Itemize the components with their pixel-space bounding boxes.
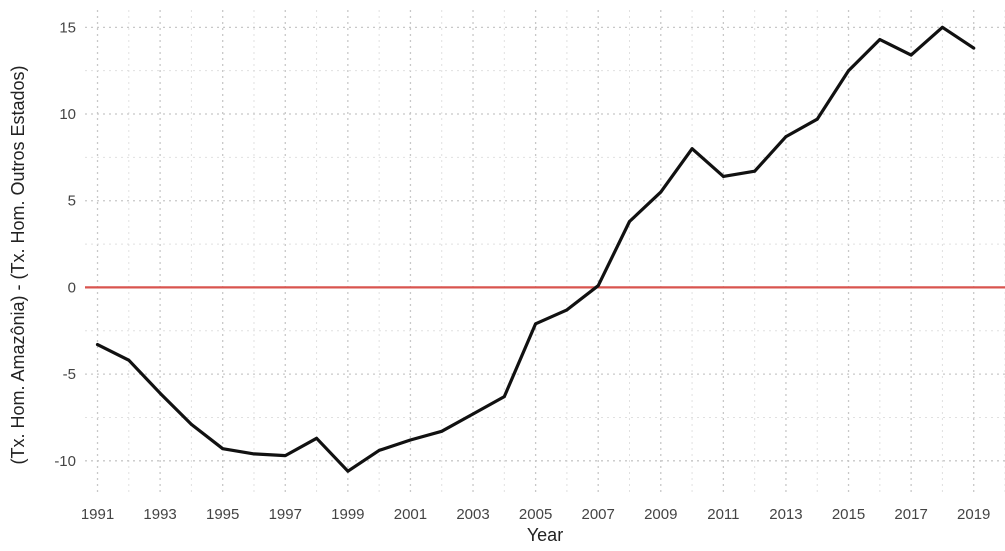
y-tick-label: -10 bbox=[54, 453, 76, 470]
data-point bbox=[409, 438, 412, 442]
data-point bbox=[909, 53, 913, 57]
y-axis-ticks: -10 -5 0 5 10 15 bbox=[54, 19, 76, 469]
data-point bbox=[440, 429, 444, 433]
x-tick-label: 2009 bbox=[644, 506, 677, 523]
data-point bbox=[189, 422, 193, 426]
y-tick-label: 10 bbox=[59, 106, 76, 123]
x-tick-label: 2015 bbox=[832, 506, 865, 523]
data-point bbox=[158, 391, 162, 395]
x-tick-label: 2005 bbox=[519, 506, 552, 523]
data-point bbox=[628, 220, 631, 223]
y-tick-label: 0 bbox=[68, 279, 76, 296]
grid bbox=[85, 10, 1005, 492]
data-point bbox=[847, 69, 850, 73]
data-point bbox=[502, 395, 506, 399]
data-point bbox=[471, 412, 475, 416]
x-tick-label: 1995 bbox=[206, 506, 239, 523]
x-tick-label: 2017 bbox=[894, 506, 927, 523]
y-tick-label: 5 bbox=[68, 193, 76, 210]
data-point bbox=[221, 447, 225, 451]
data-point bbox=[315, 436, 318, 440]
series-line bbox=[95, 25, 976, 473]
data-point bbox=[596, 284, 600, 288]
data-point bbox=[346, 469, 350, 473]
x-tick-label: 1999 bbox=[331, 506, 364, 523]
x-tick-label: 1997 bbox=[269, 506, 302, 523]
x-tick-label: 2001 bbox=[394, 506, 427, 523]
data-point bbox=[815, 117, 819, 121]
data-point bbox=[659, 190, 663, 194]
y-tick-label: -5 bbox=[63, 366, 76, 383]
x-tick-label: 2011 bbox=[707, 506, 739, 523]
data-point bbox=[534, 322, 538, 326]
y-tick-label: 15 bbox=[59, 19, 76, 36]
data-point bbox=[565, 308, 569, 312]
data-point bbox=[878, 38, 882, 41]
x-tick-label: 1991 bbox=[81, 506, 114, 523]
data-point bbox=[96, 343, 99, 347]
x-tick-label: 2007 bbox=[582, 506, 615, 523]
y-axis-title: (Tx. Hom. Amazônia) - (Tx. Hom. Outros E… bbox=[8, 65, 28, 464]
x-tick-label: 1993 bbox=[143, 506, 176, 523]
data-point bbox=[127, 358, 131, 362]
x-tick-label: 2019 bbox=[957, 506, 990, 523]
data-point bbox=[377, 448, 381, 452]
data-point bbox=[753, 169, 757, 173]
data-point bbox=[690, 147, 694, 151]
x-tick-label: 2003 bbox=[456, 506, 489, 523]
data-point bbox=[784, 135, 788, 138]
series-layer bbox=[95, 25, 976, 473]
x-tick-label: 2013 bbox=[769, 506, 802, 523]
data-point bbox=[252, 452, 256, 456]
x-axis-title: Year bbox=[527, 525, 563, 545]
data-point bbox=[721, 175, 725, 178]
x-axis-ticks: 1991 1993 1995 1997 1999 2001 2003 2005 2007 2009… bbox=[81, 506, 991, 523]
data-point bbox=[972, 46, 976, 50]
data-point bbox=[941, 25, 944, 29]
data-point bbox=[283, 454, 287, 457]
